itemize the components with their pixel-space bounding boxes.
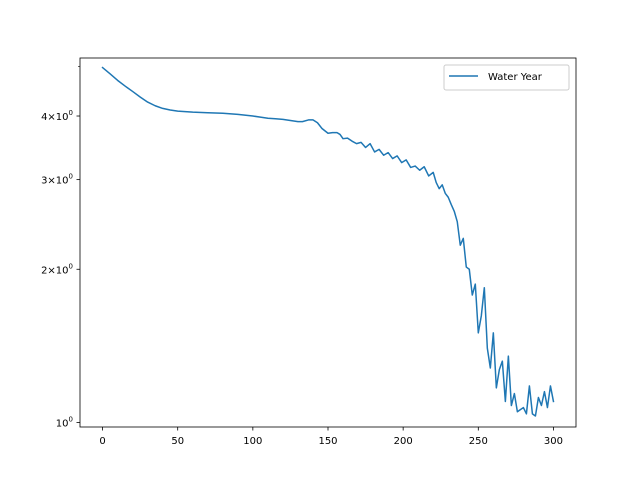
- y-axis: 100 2×100 3×100 4×100: [41, 66, 80, 430]
- series-line-water-year: [101, 66, 555, 417]
- y-tick-label: 2×100: [41, 262, 73, 276]
- x-tick-label: 50: [171, 436, 184, 447]
- y-tick-label: 4×100: [41, 109, 73, 123]
- legend-box: [443, 64, 570, 91]
- x-tick-label: 100: [243, 436, 262, 447]
- y-tick-label: 3×100: [41, 173, 73, 187]
- y-tick-label: 100: [56, 416, 73, 430]
- x-tick-label: 300: [544, 436, 563, 447]
- legend-label-water-year: Water Year: [488, 72, 543, 83]
- x-tick-label: 200: [394, 436, 413, 447]
- x-tick-label: 150: [318, 436, 337, 447]
- x-tick-label: 0: [99, 436, 105, 447]
- x-tick-label: 250: [469, 436, 488, 447]
- legend: Water Year: [443, 64, 570, 91]
- x-axis: 0 50 100 150 200 250 300: [99, 427, 563, 447]
